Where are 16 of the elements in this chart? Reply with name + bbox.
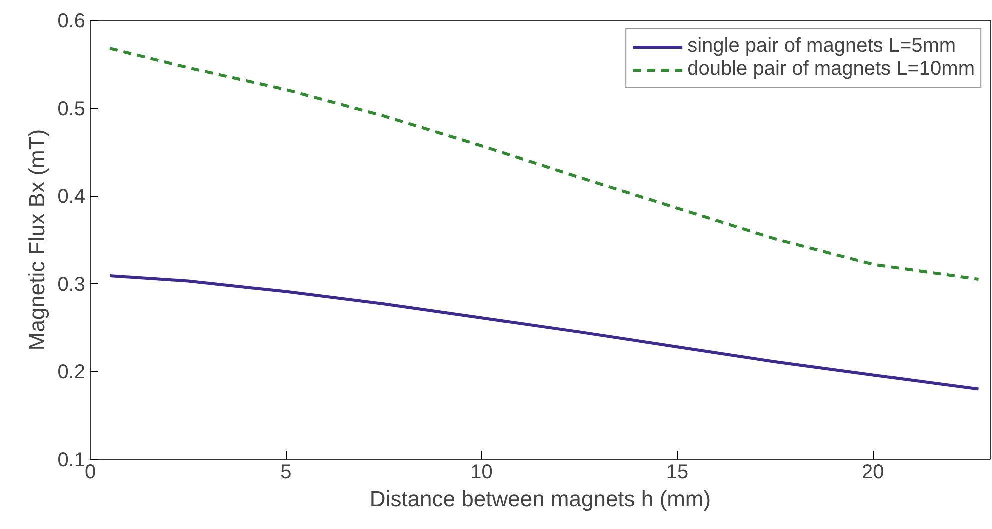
x-tick-label: 0 <box>84 462 96 484</box>
y-tick-label: 0.2 <box>58 362 86 384</box>
y-tick-label: 0.6 <box>58 10 86 32</box>
x-tick-label: 5 <box>280 462 292 484</box>
y-tick-label: 0.1 <box>58 450 86 472</box>
x-tick-label: 10 <box>470 462 493 484</box>
y-tick-label: 0.5 <box>58 98 86 120</box>
legend-label: double pair of magnets L=10mm <box>688 58 975 81</box>
y-axis-title: Magnetic Flux Bx (mT) <box>24 129 50 351</box>
y-tick-label: 0.4 <box>58 186 86 208</box>
line-series <box>108 274 980 391</box>
legend-label: single pair of magnets L=5mm <box>688 35 956 58</box>
x-axis-title: Distance between magnets h (mm) <box>370 486 712 512</box>
x-tick-label: 15 <box>666 462 689 484</box>
y-tick-label: 0.3 <box>58 274 86 296</box>
x-tick-label: 20 <box>862 462 884 484</box>
